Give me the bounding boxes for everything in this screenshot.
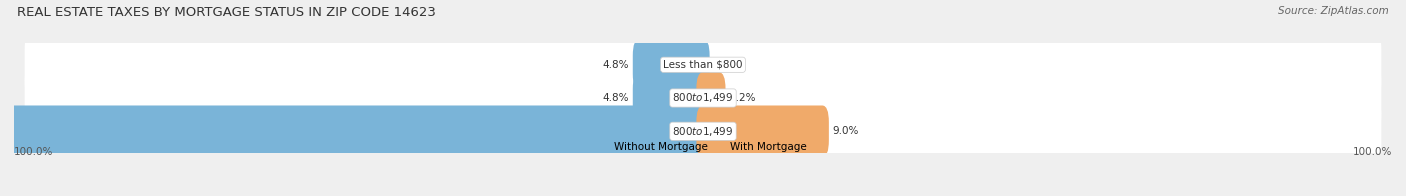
FancyBboxPatch shape bbox=[633, 39, 710, 91]
FancyBboxPatch shape bbox=[696, 105, 830, 157]
FancyBboxPatch shape bbox=[0, 105, 710, 157]
Text: 9.0%: 9.0% bbox=[832, 126, 859, 136]
FancyBboxPatch shape bbox=[633, 72, 710, 124]
Text: 4.8%: 4.8% bbox=[602, 60, 628, 70]
FancyBboxPatch shape bbox=[25, 44, 1381, 152]
Text: 1.2%: 1.2% bbox=[730, 93, 756, 103]
Text: 100.0%: 100.0% bbox=[14, 147, 53, 157]
Text: $800 to $1,499: $800 to $1,499 bbox=[672, 92, 734, 104]
FancyBboxPatch shape bbox=[25, 11, 1381, 118]
Text: REAL ESTATE TAXES BY MORTGAGE STATUS IN ZIP CODE 14623: REAL ESTATE TAXES BY MORTGAGE STATUS IN … bbox=[17, 6, 436, 19]
Text: Source: ZipAtlas.com: Source: ZipAtlas.com bbox=[1278, 6, 1389, 16]
Text: $800 to $1,499: $800 to $1,499 bbox=[672, 125, 734, 138]
Text: Less than $800: Less than $800 bbox=[664, 60, 742, 70]
FancyBboxPatch shape bbox=[696, 72, 725, 124]
Legend: Without Mortgage, With Mortgage: Without Mortgage, With Mortgage bbox=[595, 138, 811, 156]
Text: 4.8%: 4.8% bbox=[602, 93, 628, 103]
FancyBboxPatch shape bbox=[25, 78, 1381, 185]
Text: 100.0%: 100.0% bbox=[1353, 147, 1392, 157]
Text: 0.0%: 0.0% bbox=[714, 60, 740, 70]
